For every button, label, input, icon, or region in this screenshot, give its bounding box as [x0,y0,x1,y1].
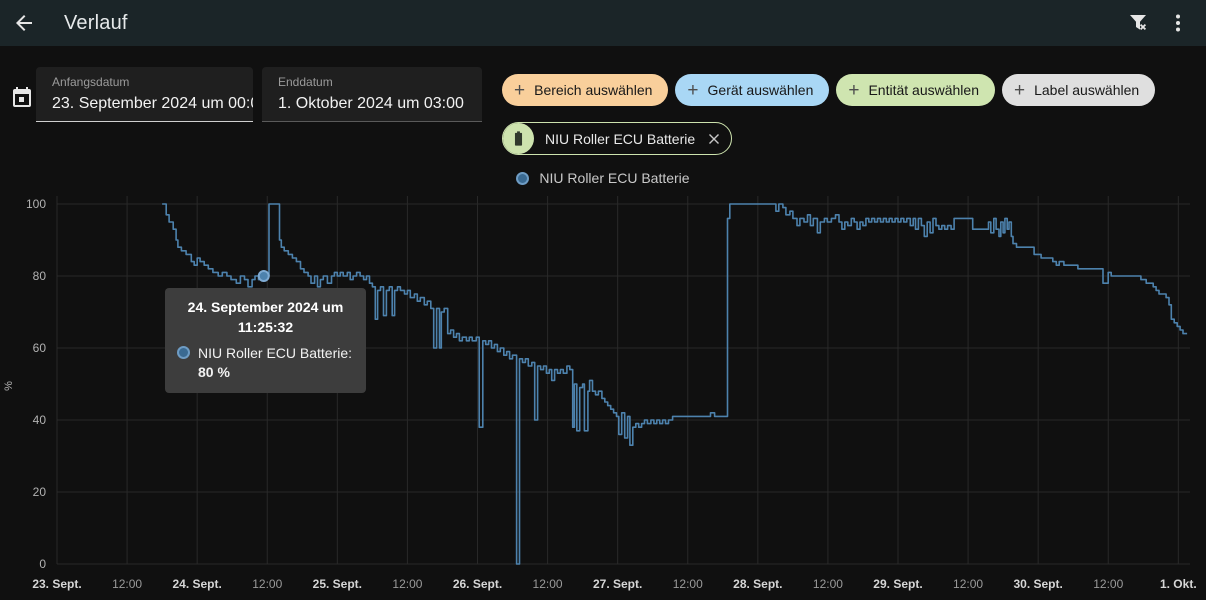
selected-entity-chip[interactable]: NIU Roller ECU Batterie [502,122,733,155]
start-date-field[interactable]: Anfangsdatum 23. September 2024 um 00:00 [36,67,253,122]
plus-icon: + [687,79,699,101]
dots-vertical-icon [1176,14,1180,32]
filter-chips-row: + Bereich auswählen + Gerät auswählen + … [502,74,1156,106]
chip-label: Entität auswählen [868,82,979,98]
tooltip-series-dot [177,346,190,359]
chip-label: Bereich auswählen [534,82,653,98]
chip-label: Gerät auswählen [707,82,814,98]
legend-label: NIU Roller ECU Batterie [539,170,690,186]
end-date-value: 1. Oktober 2024 um 03:00 [278,95,464,112]
y-tick-label: 40 [33,413,47,427]
chip-label: Label auswählen [1034,82,1140,98]
x-tick-label: 26. Sept. [453,577,502,591]
x-tick-label: 12:00 [392,577,422,591]
calendar-icon [13,87,31,107]
y-tick-label: 20 [33,485,47,499]
tooltip-value-text: NIU Roller ECU Batterie: 80 % [198,345,353,380]
battery-icon [514,131,523,146]
plus-icon: + [514,79,526,101]
tooltip-date-line2: 11:25:32 [237,319,294,335]
overflow-menu-button[interactable] [1158,3,1198,43]
x-tick-label: 1. Okt. [1160,577,1197,591]
x-tick-label: 23. Sept. [32,577,81,591]
start-date-label: Anfangsdatum [52,75,130,89]
hover-marker [257,270,270,282]
y-tick-label: 0 [39,557,46,571]
tooltip-date-line1: 24. September 2024 um [187,299,344,315]
entity-chip-label: NIU Roller ECU Batterie [545,130,696,147]
arrow-left-icon [16,15,32,31]
y-tick-label: 80 [33,269,47,283]
x-tick-label: 12:00 [252,577,282,591]
x-tick-label: 24. Sept. [172,577,221,591]
x-tick-label: 27. Sept. [593,577,642,591]
date-range-picker-button[interactable] [2,78,42,118]
legend-series-dot [516,171,530,185]
y-axis-title: % [3,381,15,391]
start-date-value: 23. September 2024 um 00:00 [52,95,253,112]
chart-tooltip: 24. September 2024 um 11:25:32 NIU Rolle… [165,288,366,393]
back-button[interactable] [4,3,44,43]
select-device-chip[interactable]: + Gerät auswählen [675,74,830,106]
app-bar: Verlauf [0,0,1206,46]
y-tick-label: 100 [26,197,46,211]
legend-item[interactable]: NIU Roller ECU Batterie [0,170,1206,186]
x-tick-label: 12:00 [953,577,983,591]
entity-avatar [503,123,534,154]
x-tick-label: 12:00 [673,577,703,591]
x-tick-label: 29. Sept. [873,577,922,591]
y-tick-label: 60 [33,341,47,355]
select-area-chip[interactable]: + Bereich auswählen [502,74,669,106]
series-line [162,203,1188,565]
select-entity-chip[interactable]: + Entität auswählen [836,74,995,106]
end-date-field[interactable]: Enddatum 1. Oktober 2024 um 03:00 [262,67,482,122]
page-title: Verlauf [64,11,128,34]
end-date-label: Enddatum [278,75,333,89]
select-label-chip[interactable]: + Label auswählen [1002,74,1156,106]
x-tick-label: 30. Sept. [1013,577,1062,591]
x-tick-label: 12:00 [533,577,563,591]
x-tick-label: 25. Sept. [313,577,362,591]
close-icon [709,133,720,144]
x-tick-label: 12:00 [813,577,843,591]
plus-icon: + [848,79,860,101]
filter-remove-icon [1130,15,1147,31]
x-tick-label: 12:00 [112,577,142,591]
plus-icon: + [1014,79,1026,101]
remove-entity-button[interactable] [702,127,726,151]
remove-filters-button[interactable] [1118,3,1158,43]
x-tick-label: 12:00 [1093,577,1123,591]
x-tick-label: 28. Sept. [733,577,782,591]
